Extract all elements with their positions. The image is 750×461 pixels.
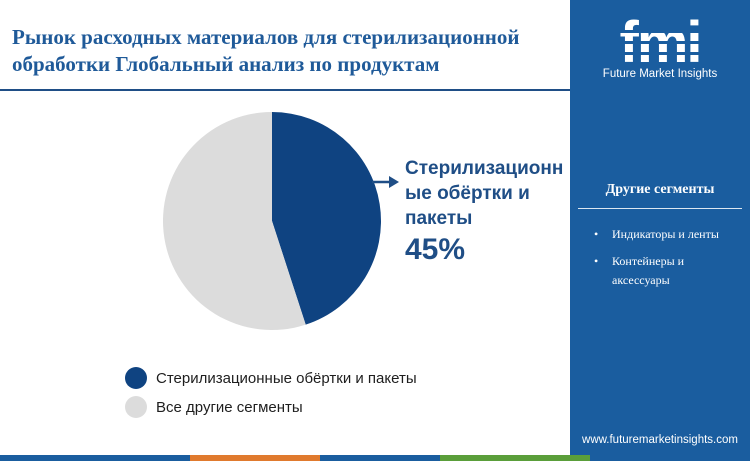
- page-title: Рынок расходных материалов для стерилиза…: [12, 24, 572, 78]
- callout-label-line-3: пакеты: [405, 208, 473, 229]
- website-link[interactable]: www.futuremarketinsights.com: [582, 434, 738, 446]
- legend-swatch-wraps: [125, 367, 147, 389]
- segment-label-containers: Контейнеры и аксессуары: [612, 254, 685, 287]
- chart-legend: Стерилизационные обёртки и пакеты Все др…: [125, 367, 417, 425]
- segments-list: • Индикаторы и ленты • Контейнеры и аксе…: [594, 225, 740, 290]
- pie-chart: [162, 112, 381, 330]
- legend-item-wraps: Стерилизационные обёртки и пакеты: [125, 367, 417, 389]
- pie-slice-wraps: [272, 112, 381, 325]
- segment-label-indicators: Индикаторы и ленты: [612, 227, 719, 241]
- segment-item-containers: • Контейнеры и аксессуары: [594, 252, 740, 290]
- legend-swatch-other: [125, 396, 147, 418]
- legend-item-other: Все другие сегменты: [125, 396, 417, 418]
- callout-value: 45%: [405, 233, 466, 266]
- callout-arrow-icon: [372, 176, 399, 188]
- segment-item-indicators: • Индикаторы и ленты: [594, 225, 740, 244]
- stripe-segment: [440, 455, 590, 461]
- stripe-segment: [590, 455, 750, 461]
- sidebar-heading: Другие сегменты: [605, 182, 715, 197]
- logo-caption: Future Market Insights: [602, 68, 718, 80]
- callout-label: Стерилизационн ые обёртки и пакеты: [405, 156, 580, 231]
- pie-slice-other: [162, 112, 306, 330]
- bullet-icon: •: [594, 254, 599, 268]
- logo-text: fmi: [620, 12, 701, 68]
- bullet-icon: •: [594, 227, 599, 241]
- sidebar-panel: fmi Future Market Insights Другие сегмен…: [570, 0, 750, 461]
- title-divider: [0, 89, 570, 91]
- bottom-stripe: [0, 455, 750, 461]
- fmi-logo: fmi: [598, 12, 722, 68]
- callout-label-line-1: Стерилизационн: [405, 158, 564, 179]
- title-line-2: обработки Глобальный анализ по продуктам: [12, 52, 440, 76]
- stripe-segment: [0, 455, 190, 461]
- title-line-1: Рынок расходных материалов для стерилиза…: [12, 25, 520, 49]
- legend-label-wraps: Стерилизационные обёртки и пакеты: [156, 369, 417, 387]
- stripe-segment: [190, 455, 320, 461]
- callout-label-line-2: ые обёртки и: [405, 183, 530, 204]
- sidebar-divider: [578, 208, 742, 209]
- legend-label-other: Все другие сегменты: [156, 398, 303, 416]
- stripe-segment: [320, 455, 440, 461]
